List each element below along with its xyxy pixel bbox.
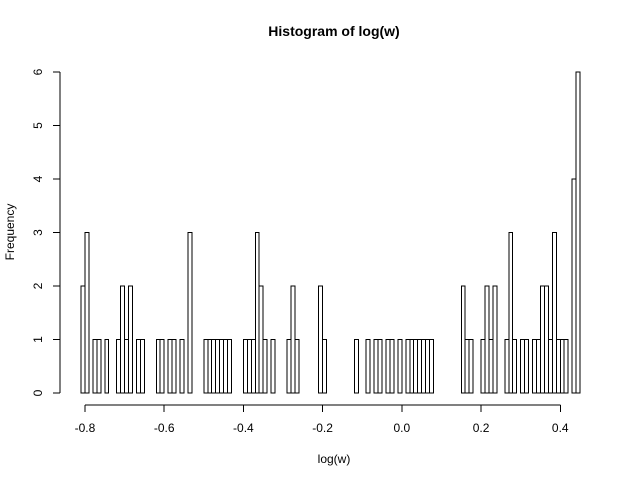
histogram-bar: [492, 285, 498, 394]
histogram-bar: [155, 339, 161, 394]
histogram-bar: [211, 339, 217, 394]
histogram-bar: [377, 339, 383, 394]
histogram-bar: [551, 232, 557, 394]
histogram-bar: [421, 339, 427, 394]
histogram-bar: [563, 339, 569, 394]
x-tick-label: -0.6: [154, 421, 175, 435]
x-tick-label: 0.4: [552, 421, 569, 435]
histogram-bar: [80, 285, 86, 394]
y-tick-label: 1: [31, 336, 45, 343]
y-tick-label: 5: [31, 122, 45, 129]
histogram-bar: [254, 232, 260, 394]
histogram-bar: [96, 339, 102, 394]
histogram-bar: [353, 339, 359, 394]
x-tick-label: -0.8: [75, 421, 96, 435]
histogram-bar: [258, 285, 264, 394]
histogram-bar: [179, 339, 185, 394]
histogram-bar: [135, 339, 141, 394]
histogram-bar: [397, 339, 403, 394]
histogram-bar: [290, 285, 296, 394]
histogram-bar: [413, 339, 419, 394]
histogram-bar: [464, 339, 470, 394]
y-axis: 0 1 2 3 4 5 6: [31, 68, 61, 396]
histogram-bar: [207, 339, 213, 394]
y-axis-label: Frequency: [3, 204, 17, 261]
y-tick-label: 3: [31, 229, 45, 236]
histogram-bar: [405, 339, 411, 394]
histogram-bar: [532, 339, 538, 394]
histogram-bar: [543, 285, 549, 394]
x-tick-label: 0.2: [473, 421, 490, 435]
histogram-bar: [512, 339, 518, 394]
histogram-bar: [250, 339, 256, 394]
histogram-bar: [365, 339, 371, 394]
histogram-bar: [84, 232, 90, 394]
histogram-bar: [92, 339, 98, 394]
y-tick-label: 6: [31, 68, 45, 75]
histogram-bar: [242, 339, 248, 394]
histogram-bar: [524, 339, 530, 394]
histogram-bar: [322, 339, 328, 394]
histogram-bar: [159, 339, 165, 394]
chart-title: Histogram of log(w): [268, 23, 399, 39]
histogram-bar: [504, 339, 510, 394]
histogram-bar: [539, 285, 545, 394]
histogram-bar: [286, 339, 292, 394]
histogram-bar: [385, 339, 391, 394]
histogram-bar: [215, 339, 221, 394]
histogram-bar: [294, 339, 300, 394]
histogram-bar: [468, 339, 474, 394]
histogram-bar: [203, 339, 209, 394]
histogram-bar: [417, 339, 423, 394]
histogram-bar: [187, 232, 193, 394]
histogram-bar: [520, 339, 526, 394]
histogram-bar: [262, 339, 268, 394]
histogram-bar: [559, 339, 565, 394]
x-axis: -0.8 -0.6 -0.4 -0.2 0.0 0.2 0.4: [75, 404, 569, 435]
histogram-bar: [167, 339, 173, 394]
histogram-bar: [409, 339, 415, 394]
x-tick-label: -0.2: [312, 421, 333, 435]
y-tick-label: 0: [31, 389, 45, 396]
histogram-bar: [575, 71, 581, 394]
x-tick-label: -0.4: [233, 421, 254, 435]
y-tick-label: 2: [31, 282, 45, 289]
histogram-bar: [484, 285, 490, 394]
histogram-bar: [318, 285, 324, 394]
histogram-bar: [571, 178, 577, 394]
histogram-bar: [460, 285, 466, 394]
histogram-bar: [373, 339, 379, 394]
histogram-bar: [219, 339, 225, 394]
histogram-bar: [223, 339, 229, 394]
histogram-bar: [171, 339, 177, 394]
histogram-bar: [124, 339, 130, 394]
histogram-bar: [555, 339, 561, 394]
x-tick-label: 0.0: [393, 421, 410, 435]
histogram-bars: [80, 71, 581, 394]
histogram-bar: [488, 339, 494, 394]
histogram-bar: [508, 232, 514, 394]
histogram-bar: [139, 339, 145, 394]
histogram-bar: [536, 339, 541, 394]
histogram-bar: [389, 339, 395, 394]
histogram-bar: [480, 339, 486, 394]
histogram-bar: [104, 339, 110, 394]
histogram-bar: [429, 339, 435, 394]
histogram-bar: [120, 285, 126, 394]
histogram-bar: [246, 339, 252, 394]
histogram-bar: [270, 339, 276, 394]
histogram-bar: [116, 339, 122, 394]
x-axis-label: log(w): [318, 452, 351, 466]
histogram-bar: [425, 339, 431, 394]
histogram-bar: [128, 285, 133, 394]
histogram-bar: [227, 339, 233, 394]
histogram-bar: [547, 339, 553, 394]
y-tick-label: 4: [31, 175, 45, 182]
